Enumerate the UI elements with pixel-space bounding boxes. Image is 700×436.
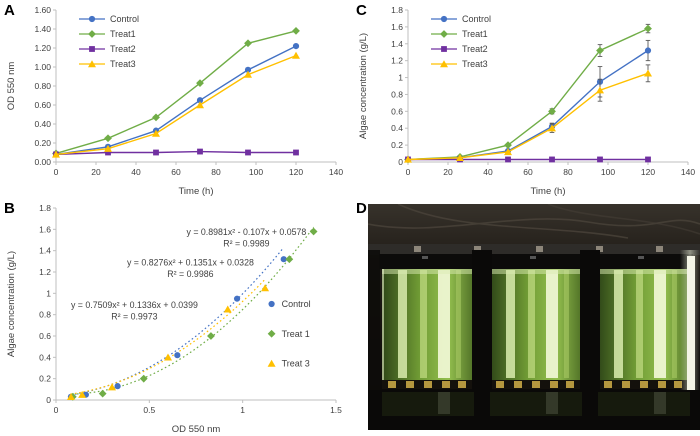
svg-text:120: 120 bbox=[641, 167, 655, 177]
svg-text:0: 0 bbox=[46, 395, 51, 405]
svg-text:Treat3: Treat3 bbox=[110, 59, 136, 69]
floor bbox=[368, 390, 700, 430]
frame-post bbox=[368, 250, 380, 392]
svg-text:Treat1: Treat1 bbox=[110, 29, 136, 39]
svg-text:100: 100 bbox=[249, 167, 263, 177]
svg-text:100: 100 bbox=[601, 167, 615, 177]
svg-text:0.20: 0.20 bbox=[34, 138, 51, 148]
svg-text:1.20: 1.20 bbox=[34, 43, 51, 53]
svg-text:140: 140 bbox=[681, 167, 695, 177]
panel-c: C 0 0.2 0.4 0.6 0.8 1 1.2 1.4 1.6 1.8 0 20 40 60 80 100… bbox=[352, 0, 700, 198]
svg-text:0.6: 0.6 bbox=[391, 106, 403, 116]
panel-d: D bbox=[352, 198, 700, 436]
svg-text:40: 40 bbox=[483, 167, 493, 177]
svg-text:Treat2: Treat2 bbox=[462, 44, 488, 54]
cables bbox=[368, 204, 700, 239]
svg-text:1.4: 1.4 bbox=[391, 39, 403, 49]
svg-text:60: 60 bbox=[523, 167, 533, 177]
chart-od550-vs-time: 0.00 0.20 0.40 0.60 0.80 1.00 1.20 1.40 1.60 0 20 4… bbox=[6, 5, 343, 197]
svg-text:1.2: 1.2 bbox=[391, 56, 403, 66]
panel-b: B 0 0.2 0.4 0.6 0.8 1 1.2 1.4 1.6 1.8 0 0.5 1 1.5 OD 5… bbox=[0, 198, 348, 436]
svg-text:Algae concentration (g/L): Algae concentration (g/L) bbox=[358, 33, 369, 139]
svg-text:Time (h): Time (h) bbox=[530, 186, 565, 197]
svg-text:40: 40 bbox=[131, 167, 141, 177]
svg-text:0.4: 0.4 bbox=[391, 123, 403, 133]
svg-text:0.60: 0.60 bbox=[34, 100, 51, 110]
panel-label-b: B bbox=[4, 200, 15, 217]
panel-label-d: D bbox=[356, 200, 367, 217]
svg-text:0: 0 bbox=[54, 405, 59, 415]
bar-clamps bbox=[414, 246, 663, 252]
svg-text:Treat3: Treat3 bbox=[462, 59, 488, 69]
svg-text:0.00: 0.00 bbox=[34, 157, 51, 167]
svg-text:R² = 0.9973: R² = 0.9973 bbox=[111, 311, 157, 321]
svg-text:0: 0 bbox=[398, 157, 403, 167]
svg-text:20: 20 bbox=[91, 167, 101, 177]
frame-post bbox=[472, 250, 492, 392]
svg-text:1.8: 1.8 bbox=[39, 203, 51, 213]
svg-text:1: 1 bbox=[398, 73, 403, 83]
svg-text:0.80: 0.80 bbox=[34, 81, 51, 91]
panel-label-c: C bbox=[356, 2, 367, 19]
svg-text:0.8: 0.8 bbox=[39, 310, 51, 320]
svg-text:0.2: 0.2 bbox=[39, 374, 51, 384]
svg-text:1.2: 1.2 bbox=[39, 267, 51, 277]
svg-text:1.00: 1.00 bbox=[34, 62, 51, 72]
svg-text:R² = 0.9989: R² = 0.9989 bbox=[223, 238, 269, 248]
svg-text:Treat1: Treat1 bbox=[462, 29, 488, 39]
svg-text:1: 1 bbox=[240, 405, 245, 415]
svg-text:y = 0.8981x² - 0.107x + 0.0578: y = 0.8981x² - 0.107x + 0.0578 bbox=[186, 227, 306, 237]
svg-text:140: 140 bbox=[329, 167, 343, 177]
svg-text:1.5: 1.5 bbox=[330, 405, 342, 415]
svg-text:80: 80 bbox=[563, 167, 573, 177]
tank-1 bbox=[379, 254, 477, 389]
svg-text:120: 120 bbox=[289, 167, 303, 177]
panel-a: A 0.00 0.20 0.40 0.60 0.80 1.00 1.20 1.40 1.60 0 2… bbox=[0, 0, 348, 198]
svg-text:OD 550 nm: OD 550 nm bbox=[172, 424, 221, 435]
svg-text:0.4: 0.4 bbox=[39, 352, 51, 362]
svg-text:OD 550 nm: OD 550 nm bbox=[6, 62, 17, 111]
tank-3 bbox=[595, 254, 693, 389]
svg-text:1.8: 1.8 bbox=[391, 5, 403, 15]
frame-post bbox=[580, 250, 600, 392]
svg-text:1.6: 1.6 bbox=[39, 224, 51, 234]
svg-text:0: 0 bbox=[54, 167, 59, 177]
svg-text:Algae concentration (g/L): Algae concentration (g/L) bbox=[6, 251, 17, 357]
support-bar bbox=[368, 244, 700, 255]
light-tube bbox=[687, 256, 695, 390]
chart-concentration-vs-time: 0 0.2 0.4 0.6 0.8 1 1.2 1.4 1.6 1.8 0 20 40 60 80 100 12… bbox=[358, 5, 695, 197]
svg-text:1: 1 bbox=[46, 288, 51, 298]
svg-text:y = 0.7509x² + 0.1336x + 0.039: y = 0.7509x² + 0.1336x + 0.0399 bbox=[71, 300, 198, 310]
svg-text:0.2: 0.2 bbox=[391, 140, 403, 150]
chart-calibration-scatter: 0 0.2 0.4 0.6 0.8 1 1.2 1.4 1.6 1.8 0 0.5 1 1.5 OD 550… bbox=[6, 203, 342, 435]
svg-text:R² = 0.9986: R² = 0.9986 bbox=[167, 269, 213, 279]
svg-text:80: 80 bbox=[211, 167, 221, 177]
svg-text:Treat 3: Treat 3 bbox=[282, 359, 310, 369]
svg-text:1.60: 1.60 bbox=[34, 5, 51, 15]
svg-text:Control: Control bbox=[110, 14, 139, 24]
svg-text:0.5: 0.5 bbox=[143, 405, 155, 415]
tank-2 bbox=[487, 254, 585, 389]
svg-text:60: 60 bbox=[171, 167, 181, 177]
svg-text:20: 20 bbox=[443, 167, 453, 177]
svg-text:0.6: 0.6 bbox=[39, 331, 51, 341]
svg-text:y = 0.8276x² + 0.1351x + 0.032: y = 0.8276x² + 0.1351x + 0.0328 bbox=[127, 258, 254, 268]
svg-text:1.6: 1.6 bbox=[391, 22, 403, 32]
panel-label-a: A bbox=[4, 2, 15, 19]
floor-reflections bbox=[382, 392, 690, 416]
svg-text:1.4: 1.4 bbox=[39, 246, 51, 256]
svg-text:Control: Control bbox=[282, 299, 311, 309]
svg-text:Time (h): Time (h) bbox=[178, 186, 213, 197]
svg-text:0.40: 0.40 bbox=[34, 119, 51, 129]
svg-text:Treat2: Treat2 bbox=[110, 44, 136, 54]
svg-text:0: 0 bbox=[406, 167, 411, 177]
photo-algae-tanks bbox=[368, 204, 700, 430]
svg-text:0.8: 0.8 bbox=[391, 89, 403, 99]
svg-text:Treat 1: Treat 1 bbox=[282, 329, 310, 339]
svg-text:Control: Control bbox=[462, 14, 491, 24]
svg-text:1.40: 1.40 bbox=[34, 24, 51, 34]
